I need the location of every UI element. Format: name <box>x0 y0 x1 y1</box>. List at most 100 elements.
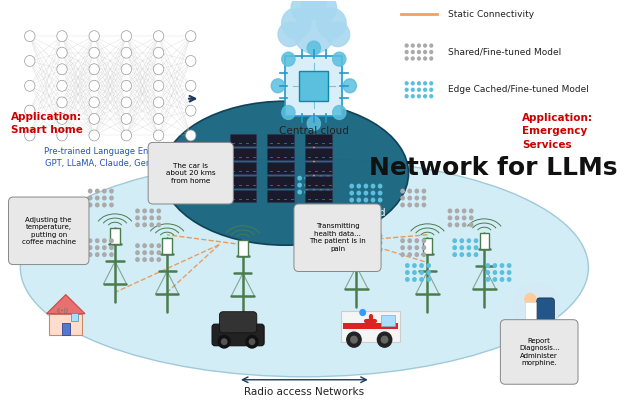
Circle shape <box>415 195 419 201</box>
Circle shape <box>333 106 346 119</box>
FancyBboxPatch shape <box>300 71 328 101</box>
FancyBboxPatch shape <box>305 162 332 174</box>
Circle shape <box>415 252 419 257</box>
Circle shape <box>493 270 497 275</box>
Circle shape <box>89 130 99 141</box>
Circle shape <box>156 208 161 214</box>
Circle shape <box>102 245 107 250</box>
Circle shape <box>154 113 164 125</box>
Circle shape <box>371 191 376 195</box>
Circle shape <box>469 216 474 220</box>
FancyBboxPatch shape <box>305 148 332 160</box>
Circle shape <box>417 50 421 54</box>
Circle shape <box>474 245 478 250</box>
Circle shape <box>142 216 147 220</box>
Circle shape <box>319 189 323 195</box>
Circle shape <box>149 243 154 248</box>
Circle shape <box>154 64 164 75</box>
Circle shape <box>423 81 427 85</box>
Circle shape <box>404 81 409 85</box>
FancyBboxPatch shape <box>71 313 78 321</box>
Circle shape <box>417 81 421 85</box>
Circle shape <box>57 130 67 141</box>
Circle shape <box>452 252 457 257</box>
Circle shape <box>305 189 309 195</box>
Circle shape <box>89 31 99 42</box>
Circle shape <box>422 195 426 201</box>
Circle shape <box>57 47 67 58</box>
Circle shape <box>312 183 316 187</box>
Circle shape <box>429 56 433 61</box>
Circle shape <box>429 94 433 98</box>
Circle shape <box>282 52 295 66</box>
Circle shape <box>417 94 421 98</box>
Circle shape <box>102 202 107 208</box>
Circle shape <box>349 191 354 195</box>
Circle shape <box>88 202 93 208</box>
Circle shape <box>467 245 471 250</box>
Circle shape <box>149 257 154 262</box>
Circle shape <box>312 189 316 195</box>
Circle shape <box>317 8 346 39</box>
FancyBboxPatch shape <box>268 176 294 188</box>
Circle shape <box>349 233 354 238</box>
Circle shape <box>404 56 409 61</box>
Circle shape <box>109 252 114 257</box>
Circle shape <box>422 245 426 250</box>
Circle shape <box>462 216 467 220</box>
Circle shape <box>500 270 504 275</box>
Circle shape <box>364 191 368 195</box>
Circle shape <box>412 277 417 282</box>
Circle shape <box>469 222 474 227</box>
Circle shape <box>454 208 460 214</box>
Circle shape <box>486 277 490 282</box>
Circle shape <box>102 252 107 257</box>
Circle shape <box>378 191 383 195</box>
Circle shape <box>88 238 93 243</box>
Circle shape <box>400 195 405 201</box>
Text: Pre-trained Language Encoders: Pre-trained Language Encoders <box>44 147 177 156</box>
Circle shape <box>102 238 107 243</box>
Text: Application:
Smart home: Application: Smart home <box>11 112 83 135</box>
Circle shape <box>88 195 93 201</box>
FancyBboxPatch shape <box>525 303 536 320</box>
Circle shape <box>95 252 100 257</box>
Text: ((•)): ((•)) <box>56 308 68 313</box>
Circle shape <box>305 183 309 187</box>
Circle shape <box>351 337 357 343</box>
FancyBboxPatch shape <box>62 323 70 334</box>
Circle shape <box>423 50 427 54</box>
Circle shape <box>121 31 132 42</box>
Circle shape <box>423 94 427 98</box>
Circle shape <box>319 229 323 233</box>
Circle shape <box>95 189 100 193</box>
Circle shape <box>186 105 196 116</box>
FancyBboxPatch shape <box>220 312 257 333</box>
FancyBboxPatch shape <box>230 135 256 146</box>
Circle shape <box>422 252 426 257</box>
Circle shape <box>429 50 433 54</box>
Circle shape <box>405 270 410 275</box>
FancyBboxPatch shape <box>381 315 394 326</box>
Circle shape <box>319 242 323 247</box>
Circle shape <box>89 47 99 58</box>
Circle shape <box>411 81 415 85</box>
Circle shape <box>349 247 354 252</box>
Circle shape <box>426 277 431 282</box>
FancyBboxPatch shape <box>423 238 432 253</box>
Circle shape <box>297 176 302 181</box>
Circle shape <box>121 130 132 141</box>
Circle shape <box>142 257 147 262</box>
Circle shape <box>411 56 415 61</box>
Circle shape <box>404 50 409 54</box>
Circle shape <box>24 56 35 66</box>
Polygon shape <box>47 295 85 314</box>
Circle shape <box>411 94 415 98</box>
Circle shape <box>326 176 330 181</box>
Circle shape <box>507 263 511 268</box>
Circle shape <box>378 184 383 189</box>
Circle shape <box>312 235 316 240</box>
Circle shape <box>278 22 301 47</box>
Circle shape <box>500 277 504 282</box>
Circle shape <box>95 238 100 243</box>
